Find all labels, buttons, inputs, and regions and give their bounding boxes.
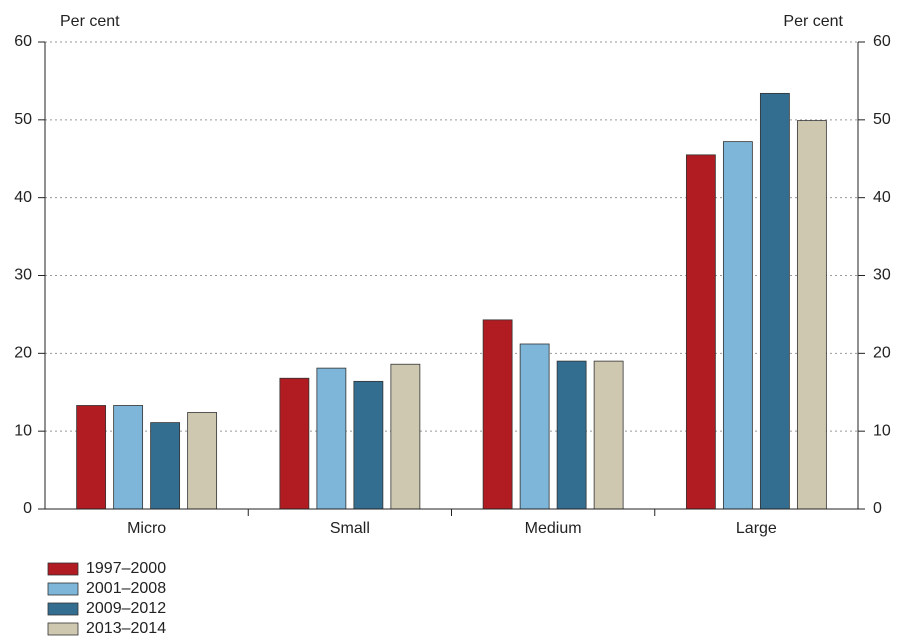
y-tick-label: 20	[14, 345, 32, 362]
y2-axis-label: Per cent	[783, 13, 843, 30]
x-tick-label: Large	[736, 520, 777, 537]
legend-label: 2009–2012	[86, 600, 166, 617]
y-tick-label: 60	[14, 33, 32, 50]
y-tick-label: 50	[14, 111, 32, 128]
legend-label: 2001–2008	[86, 580, 166, 597]
bar	[759, 92, 790, 510]
bar	[556, 360, 587, 510]
x-tick-label: Micro	[127, 520, 166, 537]
bar	[279, 377, 310, 510]
bar	[353, 380, 384, 510]
x-tick-label: Small	[330, 520, 370, 537]
y2-tick-label: 50	[873, 111, 891, 128]
y-tick-label: 40	[14, 189, 32, 206]
legend-swatch	[47, 582, 79, 596]
bar	[482, 319, 513, 510]
y-tick-label: 30	[14, 267, 32, 284]
bar	[722, 141, 753, 510]
y-axis-label: Per cent	[60, 13, 120, 30]
y2-tick-label: 30	[873, 267, 891, 284]
bar	[390, 363, 421, 510]
legend-swatch	[47, 602, 79, 616]
bar	[519, 343, 550, 510]
y2-tick-label: 40	[873, 189, 891, 206]
y2-tick-label: 0	[873, 500, 882, 517]
y2-tick-label: 10	[873, 422, 891, 439]
bar	[187, 412, 218, 510]
y-tick-label: 0	[23, 500, 32, 517]
bar	[593, 360, 624, 510]
y2-tick-label: 60	[873, 33, 891, 50]
y-tick-label: 10	[14, 422, 32, 439]
bar	[150, 422, 181, 510]
bar	[113, 405, 144, 510]
legend-label: 2013–2014	[86, 620, 166, 637]
bar	[76, 405, 107, 510]
y2-tick-label: 20	[873, 345, 891, 362]
legend-swatch	[47, 622, 79, 636]
x-tick-label: Medium	[525, 520, 582, 537]
legend-label: 1997–2000	[86, 560, 166, 577]
legend-swatch	[47, 562, 79, 576]
bar	[685, 154, 716, 510]
bar	[316, 367, 347, 510]
bar	[796, 120, 827, 510]
